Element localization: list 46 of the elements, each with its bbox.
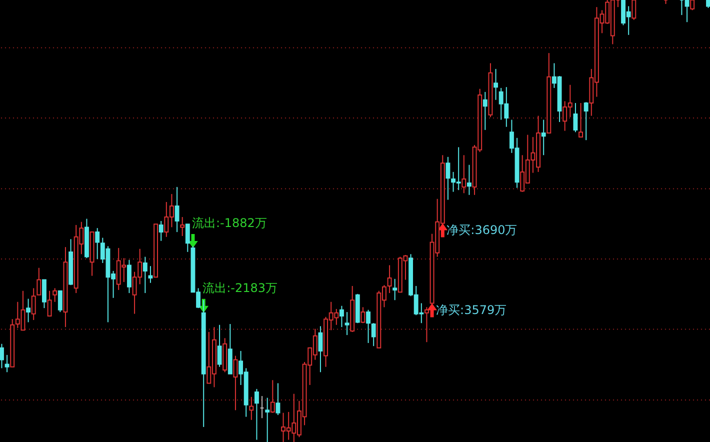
candlestick — [126, 259, 132, 294]
candlestick — [584, 102, 588, 141]
candlestick — [276, 382, 280, 416]
candlestick — [233, 355, 238, 411]
candlestick — [270, 380, 275, 414]
candlestick — [482, 91, 488, 130]
candlestick — [0, 343, 4, 369]
candlestick — [578, 102, 584, 138]
candlestick — [387, 264, 392, 294]
candlestick — [4, 354, 10, 373]
annotation: 流出:-1882万 — [192, 216, 267, 230]
candlestick — [52, 288, 58, 302]
candlestick — [424, 306, 429, 343]
candlestick — [95, 228, 100, 260]
candlestick — [47, 290, 52, 317]
candlestick — [174, 186, 180, 233]
candlestick — [573, 102, 578, 133]
candlestick — [360, 306, 366, 324]
candlestick — [42, 279, 46, 309]
candlestick — [249, 396, 254, 420]
candlestick — [217, 324, 222, 368]
candlestick — [466, 164, 472, 196]
candlestick — [541, 119, 546, 156]
candlestick — [180, 216, 185, 237]
candlestick — [58, 290, 62, 313]
candlestick — [318, 326, 323, 373]
candlestick — [31, 288, 36, 321]
candlestick — [392, 278, 398, 301]
candlestick — [371, 322, 376, 347]
candlestick — [265, 397, 270, 442]
candlestick — [462, 154, 466, 194]
annotation: 流出:-2183万 — [202, 280, 278, 295]
candlestick — [446, 156, 450, 200]
candlestick — [344, 312, 350, 336]
annotation: 净买:3690万 — [446, 223, 518, 238]
annotation: 净买:3579万 — [436, 303, 507, 318]
candlestick — [26, 298, 31, 323]
candlestick — [142, 256, 148, 294]
candlestick — [339, 305, 344, 328]
candlestick — [185, 224, 190, 252]
candlestick — [254, 388, 259, 440]
candlestick — [494, 68, 498, 100]
candlestick — [148, 266, 153, 284]
candlestick — [36, 267, 42, 296]
candlestick — [158, 220, 164, 242]
candlestick — [366, 309, 371, 344]
